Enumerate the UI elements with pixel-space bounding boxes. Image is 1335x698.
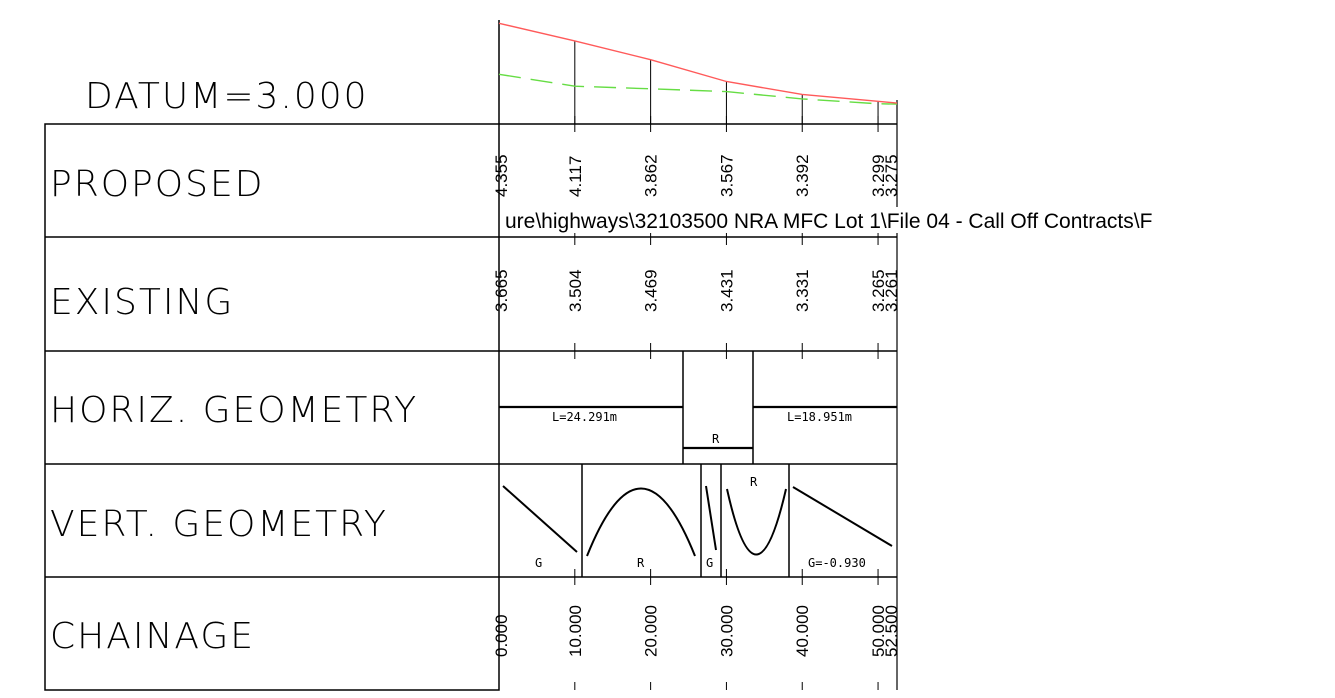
datum-label: DATUM=3.000 [85, 76, 369, 117]
proposed-level-label: 3.862 [642, 154, 661, 197]
vert-grade-1-line [502, 485, 578, 553]
row-label-horiz-geometry: HORIZ. GEOMETRY [50, 390, 418, 431]
profile-chainage-ticks [574, 40, 879, 124]
horiz-curve-label: R [712, 432, 720, 446]
vert-grade-3-label: G=-0.930 [808, 556, 866, 570]
horiz-straight-1-length: L=24.291m [552, 410, 617, 424]
horizontal-geometry: L=24.291m R L=18.951m [499, 351, 897, 464]
existing-level-label: 3.261 [882, 269, 901, 312]
vert-grade-3-line [792, 486, 893, 547]
vert-curve-1-label: R [637, 556, 645, 570]
chainage-label: 0.000 [492, 614, 511, 657]
row-label-existing: EXISTING [50, 282, 234, 323]
vert-grade-1-label: G [535, 556, 542, 570]
proposed-level-label: 4.355 [492, 154, 511, 197]
chainage-label: 52.500 [882, 605, 901, 657]
file-path-text: ure\highways\32103500 NRA MFC Lot 1\File… [505, 210, 1152, 233]
vert-curve-2-label: R [750, 475, 758, 489]
vert-grade-2-line [705, 485, 717, 551]
vert-sag-curve [726, 488, 787, 556]
proposed-level-line [498, 22, 898, 104]
horiz-straight-2-length: L=18.951m [787, 410, 852, 424]
vertical-geometry: G R G R G=-0.930 [502, 464, 893, 577]
existing-level-label: 3.331 [793, 269, 812, 312]
profile-plot [498, 20, 898, 124]
chainage-label: 50.000 [869, 605, 888, 657]
row-label-proposed: PROPOSED [50, 164, 264, 205]
chainage-label: 30.000 [717, 605, 736, 657]
proposed-level-label: 3.567 [717, 154, 736, 197]
vert-grade-2-label: G [706, 556, 713, 570]
existing-level-label: 3.469 [642, 269, 661, 312]
proposed-level-label: 3.299 [869, 154, 888, 197]
existing-level-label: 3.265 [869, 269, 888, 312]
chainage-labels: 0.000 10.000 20.000 30.000 40.000 50.00052.50… [492, 605, 901, 657]
proposed-level-label: 3.275 [882, 154, 901, 197]
row-label-vert-geometry: VERT. GEOMETRY [50, 504, 388, 545]
row-label-chainage: CHAINAGE [50, 616, 255, 657]
proposed-level-label: 3.392 [793, 154, 812, 197]
row-tick-marks [574, 116, 898, 690]
chainage-label: 40.000 [793, 605, 812, 657]
existing-ground-line [498, 73, 898, 105]
chainage-label: 20.000 [642, 605, 661, 657]
existing-level-label: 3.431 [717, 269, 736, 312]
proposed-level-label: 4.117 [566, 156, 585, 197]
row-label-table: PROPOSED EXISTING HORIZ. GEOMETRY VERT. … [44, 123, 500, 691]
file-path-background [504, 207, 1304, 233]
chainage-label: 10.000 [566, 605, 585, 657]
vert-crest-curve [586, 487, 696, 557]
existing-level-label: 3.665 [492, 269, 511, 312]
existing-level-label: 3.504 [566, 269, 585, 312]
